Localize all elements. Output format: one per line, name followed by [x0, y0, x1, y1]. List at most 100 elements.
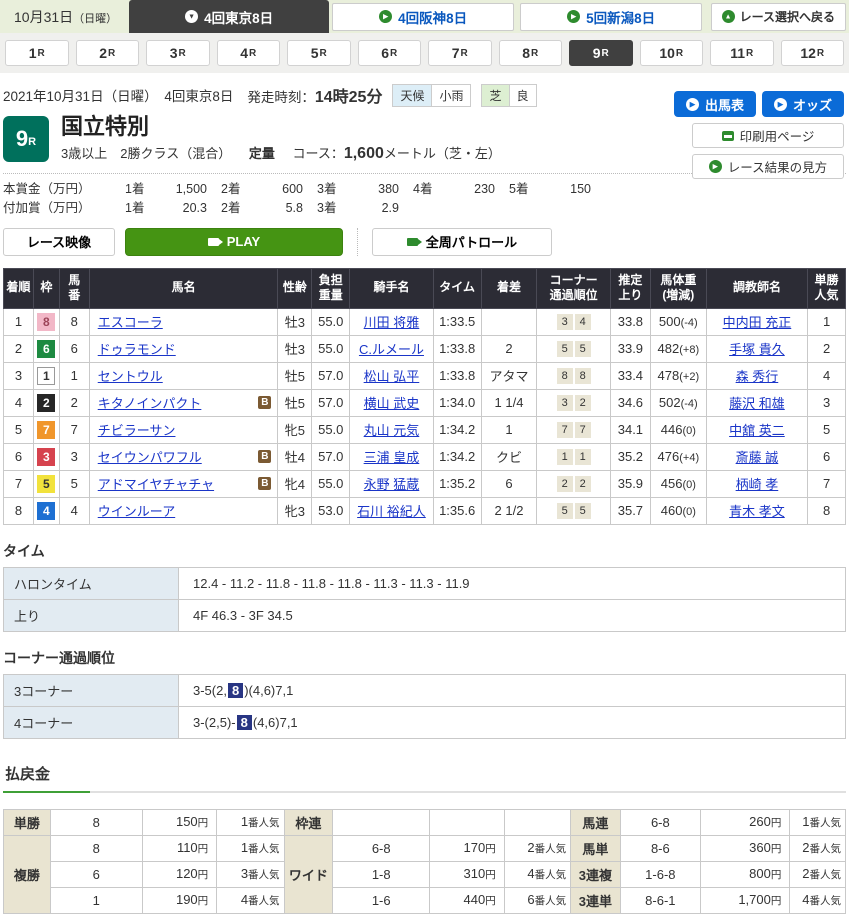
horse-link[interactable]: エスコーラ	[97, 315, 163, 331]
arrow-right-icon: ▶	[379, 10, 393, 23]
jockey-link[interactable]: 三浦 皇成	[363, 450, 420, 466]
bet-type-trifecta: 3連単	[570, 886, 621, 914]
race-tab-11r[interactable]: 11 R	[710, 40, 774, 66]
bet-type-exacta: 馬単	[570, 834, 621, 862]
race-video-button[interactable]: レース映像	[3, 227, 115, 256]
frame-badge: 6	[37, 339, 56, 358]
jockey-link[interactable]: 松山 弘平	[363, 369, 420, 385]
video-camera-icon	[207, 237, 223, 246]
results-header-row: 着順枠 馬 番馬名 性齢 負担 重量 騎手名 タイム 着差 コーナー 通過順位 推定 …	[3, 267, 846, 309]
divider	[357, 227, 358, 256]
horse-link[interactable]: セイウンパワフル	[97, 450, 202, 466]
header-buttons: ▶ 出馬表 ▶ オッズ 印刷用ページ ▶ レース結果の見方	[673, 91, 844, 179]
tab-tokyo-meeting[interactable]: ▼ 4回東京8日	[129, 0, 330, 33]
lap-time-table: ハロンタイム 12.4 - 11.2 - 11.8 - 11.8 - 11.8 …	[3, 566, 846, 632]
jockey-link[interactable]: C.ルメール	[358, 342, 424, 358]
trainer-link[interactable]: 青木 孝文	[729, 504, 785, 520]
frame-badge: 4	[37, 501, 56, 520]
payout-row: 6 120円 3番人気 1-8 310円 4番人気 3連複 1-6-8 800円…	[4, 860, 846, 888]
arrow-right-icon: ▶	[685, 97, 699, 111]
tab-niigata-meeting[interactable]: ▶ 5回新潟8日	[520, 2, 703, 31]
jockey-link[interactable]: 横山 武史	[363, 396, 420, 412]
corner-order-table: 3コーナー 3-5(2, 8)(4,6)7,1 4コーナー 3-(2,5)- 8 (4…	[3, 673, 846, 739]
table-row: 8 4 4 ウインルーア 牝3 53.0 石川 裕紀人 1:35.6 2 1/2…	[3, 496, 846, 525]
race-tab-12r[interactable]: 12 R	[780, 40, 844, 66]
jockey-link[interactable]: 丸山 元気	[363, 423, 420, 439]
horse-link[interactable]: ウインルーア	[97, 504, 176, 520]
arrow-right-icon: ▶	[708, 160, 722, 173]
highlighted-horse-number: 8	[227, 682, 244, 698]
back-to-race-select-button[interactable]: ▲ レース選択へ戻る	[710, 2, 846, 31]
prize-money-section: 本賞金（万円） 1着 1,500 2着 600 3着 380 4着 230 5着 150 …	[3, 173, 846, 220]
current-date: 10月31日（日曜）	[14, 8, 118, 25]
arrow-right-icon: ▶	[773, 97, 787, 111]
last-furlongs-label: 上り	[3, 598, 179, 632]
bet-type-quinella: 馬連	[570, 808, 621, 836]
jockey-link[interactable]: 永野 猛蔵	[363, 477, 420, 493]
trainer-link[interactable]: 中内田 充正	[722, 315, 792, 331]
corner3-label: 3コーナー	[3, 673, 179, 707]
bet-type-win: 単勝	[3, 808, 51, 836]
blinker-badge: B	[258, 477, 272, 491]
entry-table-button[interactable]: ▶ 出馬表	[673, 91, 756, 117]
trainer-link[interactable]: 手塚 貴久	[729, 342, 785, 358]
horse-link[interactable]: ドゥラモンド	[97, 342, 176, 358]
race-info-line: 2021年10月31日（日曜） 4回東京8日 発走時刻：14時25分 天候 小雨…	[3, 83, 846, 107]
frame-badge: 2	[37, 393, 56, 412]
tab-hanshin-meeting[interactable]: ▶ 4回阪神8日	[332, 2, 515, 31]
horse-link[interactable]: キタノインパクト	[97, 396, 202, 412]
bet-type-place: 複勝	[3, 834, 51, 914]
horse-link[interactable]: セントウル	[97, 369, 163, 385]
how-to-read-results-button[interactable]: ▶ レース結果の見方	[692, 154, 844, 179]
last-furlongs-value: 4F 46.3 - 3F 34.5	[178, 598, 846, 632]
horse-link[interactable]: チビラーサン	[97, 423, 176, 439]
trainer-link[interactable]: 森 秀行	[735, 369, 779, 385]
jockey-link[interactable]: 石川 裕紀人	[357, 504, 426, 520]
horse-link[interactable]: アドマイヤチャチャ	[97, 477, 215, 493]
payout-row: 単勝 8 150円 1番人気 枠連 馬連 6-8 260円 1番人気	[3, 808, 846, 836]
bet-type-trio: 3連複	[570, 860, 621, 888]
frame-badge: 7	[37, 420, 56, 439]
odds-button[interactable]: ▶ オッズ	[761, 91, 844, 117]
payout-section-title-wrap: 払戻金	[3, 763, 846, 793]
prize-extra-row: 付加賞（万円） 1着 20.3 2着 5.8 3着 2.9	[3, 200, 399, 215]
payout-section-title: 払戻金	[3, 763, 91, 793]
table-row: 4 2 2 キタノインパクト B 牡5 57.0 横山 武史 1:34.0 1 1…	[3, 388, 846, 417]
arrow-up-icon: ▲	[721, 10, 735, 23]
start-time: 発走時刻：14時25分	[247, 89, 383, 106]
print-page-button[interactable]: 印刷用ページ	[692, 123, 844, 148]
race-tab-10r[interactable]: 10 R	[639, 40, 703, 66]
play-button[interactable]: PLAY	[125, 227, 343, 256]
corner4-label: 4コーナー	[3, 705, 179, 739]
time-section-title: タイム	[3, 542, 45, 559]
trainer-link[interactable]: 中舘 英二	[729, 423, 785, 439]
table-row: 6 3 3 セイウンパワフル B 牡4 57.0 三浦 皇成 1:34.2 クビ …	[3, 442, 846, 471]
weather-badge: 天候 小雨	[392, 83, 472, 107]
payout-table: 単勝 8 150円 1番人気 枠連 馬連 6-8 260円 1番人気 複勝 8 …	[3, 808, 846, 914]
frame-badge: 5	[37, 474, 56, 493]
arrow-right-icon: ▶	[567, 10, 581, 23]
jockey-link[interactable]: 川田 将雅	[363, 315, 420, 331]
trainer-link[interactable]: 柄崎 孝	[735, 477, 779, 493]
printer-icon	[721, 130, 734, 141]
top-nav-bar: 10月31日（日曜） ▼ 4回東京8日 ▶ 4回阪神8日 ▶ 5回新潟8日 ▲ …	[0, 0, 849, 33]
trainer-link[interactable]: 斎藤 誠	[735, 450, 779, 466]
trainer-link[interactable]: 藤沢 和雄	[729, 396, 785, 412]
patrol-video-button[interactable]: 全周パトロール	[372, 227, 552, 256]
bet-type-bracket-quinella: 枠連	[283, 808, 334, 836]
video-buttons-row: レース映像 PLAY 全周パトロール	[3, 227, 846, 256]
race-date: 2021年10月31日（日曜） 4回東京8日	[3, 89, 234, 104]
table-row: 7 5 5 アドマイヤチャチャ B 牝4 55.0 永野 猛蔵 1:35.2 6 …	[3, 469, 846, 498]
